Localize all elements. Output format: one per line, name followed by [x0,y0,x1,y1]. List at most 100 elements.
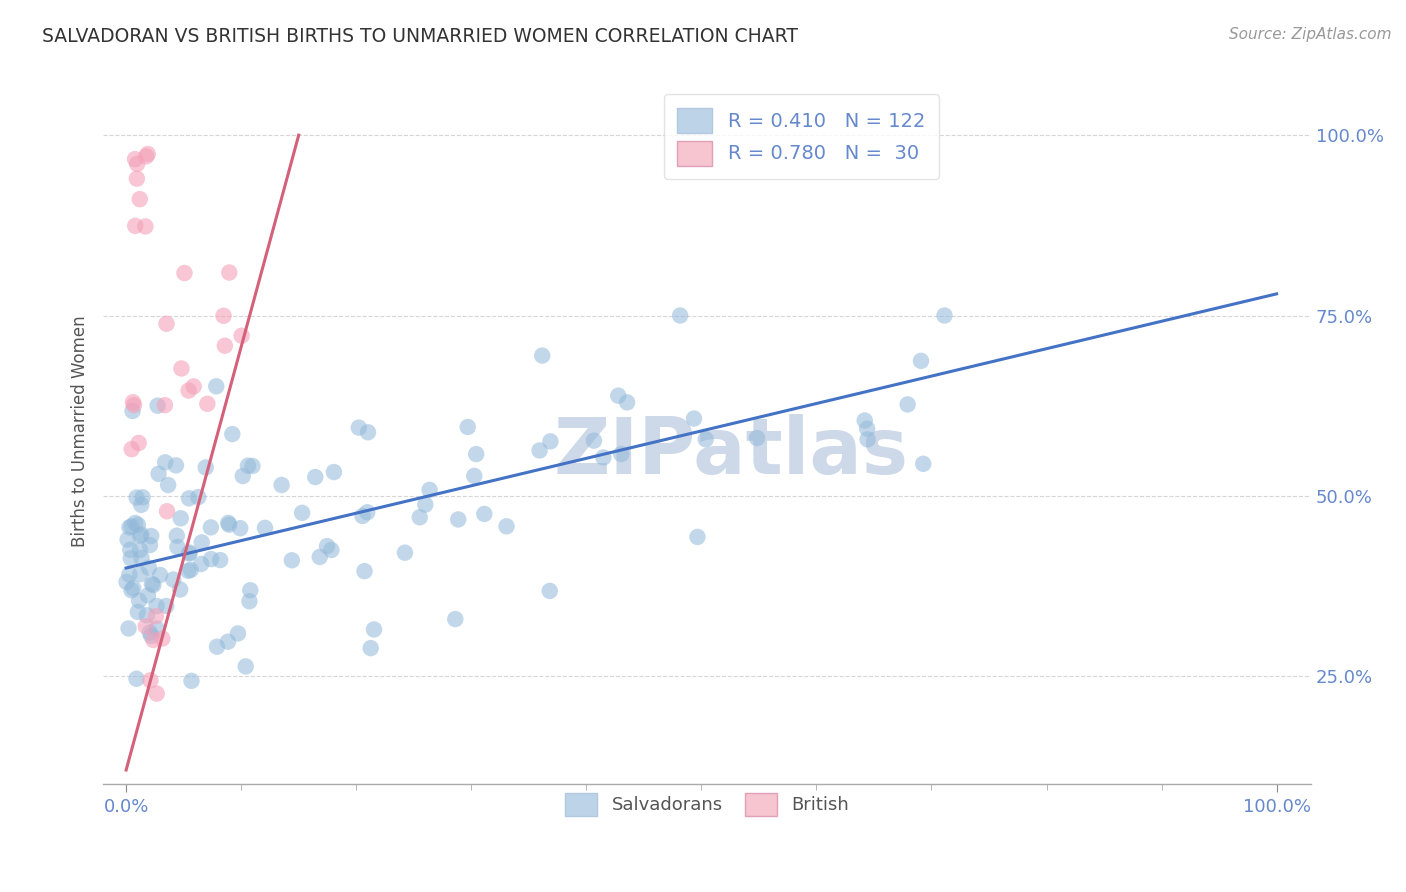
Point [124,152,146,166]
Point [745,431,768,445]
Point [616,395,638,409]
Point [170,361,193,376]
Point [146,399,169,413]
Point [200,520,222,534]
Point [592,450,614,465]
Text: SALVADORAN VS BRITISH BIRTHS TO UNMARRIED WOMEN CORRELATION CHART: SALVADORAN VS BRITISH BIRTHS TO UNMARRIE… [42,27,799,45]
Point [232,469,254,483]
Point [122,398,145,412]
Point [347,420,370,434]
Point [177,491,200,506]
Point [226,626,249,640]
Point [218,266,240,280]
Y-axis label: Births to Unmarried Women: Births to Unmarried Women [72,315,89,547]
Point [118,567,141,582]
Point [120,551,142,566]
Point [183,379,205,393]
Text: Source: ZipAtlas.com: Source: ZipAtlas.com [1229,27,1392,42]
Point [472,507,495,521]
Point [166,529,188,543]
Point [148,467,170,481]
Point [124,516,146,530]
Point [465,447,488,461]
Point [117,622,139,636]
Point [118,520,141,534]
Point [463,469,485,483]
Point [125,171,148,186]
Point [190,557,212,571]
Point [125,491,148,505]
Point [150,632,173,646]
Point [457,420,479,434]
Point [124,219,146,233]
Point [156,504,179,518]
Point [686,530,709,544]
Point [669,309,692,323]
Point [190,535,212,549]
Point [308,549,330,564]
Point [179,547,201,561]
Point [157,478,180,492]
Point [128,436,150,450]
Point [169,582,191,597]
Point [129,542,152,557]
Point [136,147,159,161]
Point [142,578,165,592]
Point [217,516,239,530]
Point [125,672,148,686]
Point [129,498,152,512]
Point [683,411,706,425]
Point [236,458,259,473]
Point [145,687,167,701]
Point [538,434,561,449]
Point [205,379,228,393]
Point [231,328,253,343]
Point [200,552,222,566]
Point [153,398,176,412]
Point [897,397,920,411]
Point [136,588,159,602]
Point [135,619,157,633]
Point [235,659,257,673]
Point [122,395,145,409]
Point [121,583,143,598]
Point [360,641,382,656]
Point [419,483,441,497]
Point [131,491,153,505]
Point [205,640,228,654]
Point [139,538,162,552]
Point [135,149,157,163]
Point [170,511,193,525]
Point [856,422,879,436]
Point [217,634,239,648]
Point [352,508,374,523]
Point [394,546,416,560]
Point [238,594,260,608]
Point [141,529,163,543]
Point [221,427,243,442]
Point [187,490,209,504]
Point [218,517,240,532]
Point [229,521,252,535]
Point [695,432,717,446]
Point [242,458,264,473]
Point [270,478,292,492]
Point [128,593,150,607]
Point [444,612,467,626]
Point [853,413,876,427]
Point [139,625,162,640]
Point [138,561,160,575]
Point [120,542,142,557]
Point [281,553,304,567]
Legend: Salvadorans, British: Salvadorans, British [555,784,858,825]
Point [413,498,436,512]
Point [166,540,188,554]
Point [165,458,187,473]
Point [155,317,177,331]
Point [177,564,200,578]
Point [117,533,139,547]
Point [912,457,935,471]
Point [353,564,375,578]
Point [531,349,554,363]
Text: ZIPatlas: ZIPatlas [554,414,908,490]
